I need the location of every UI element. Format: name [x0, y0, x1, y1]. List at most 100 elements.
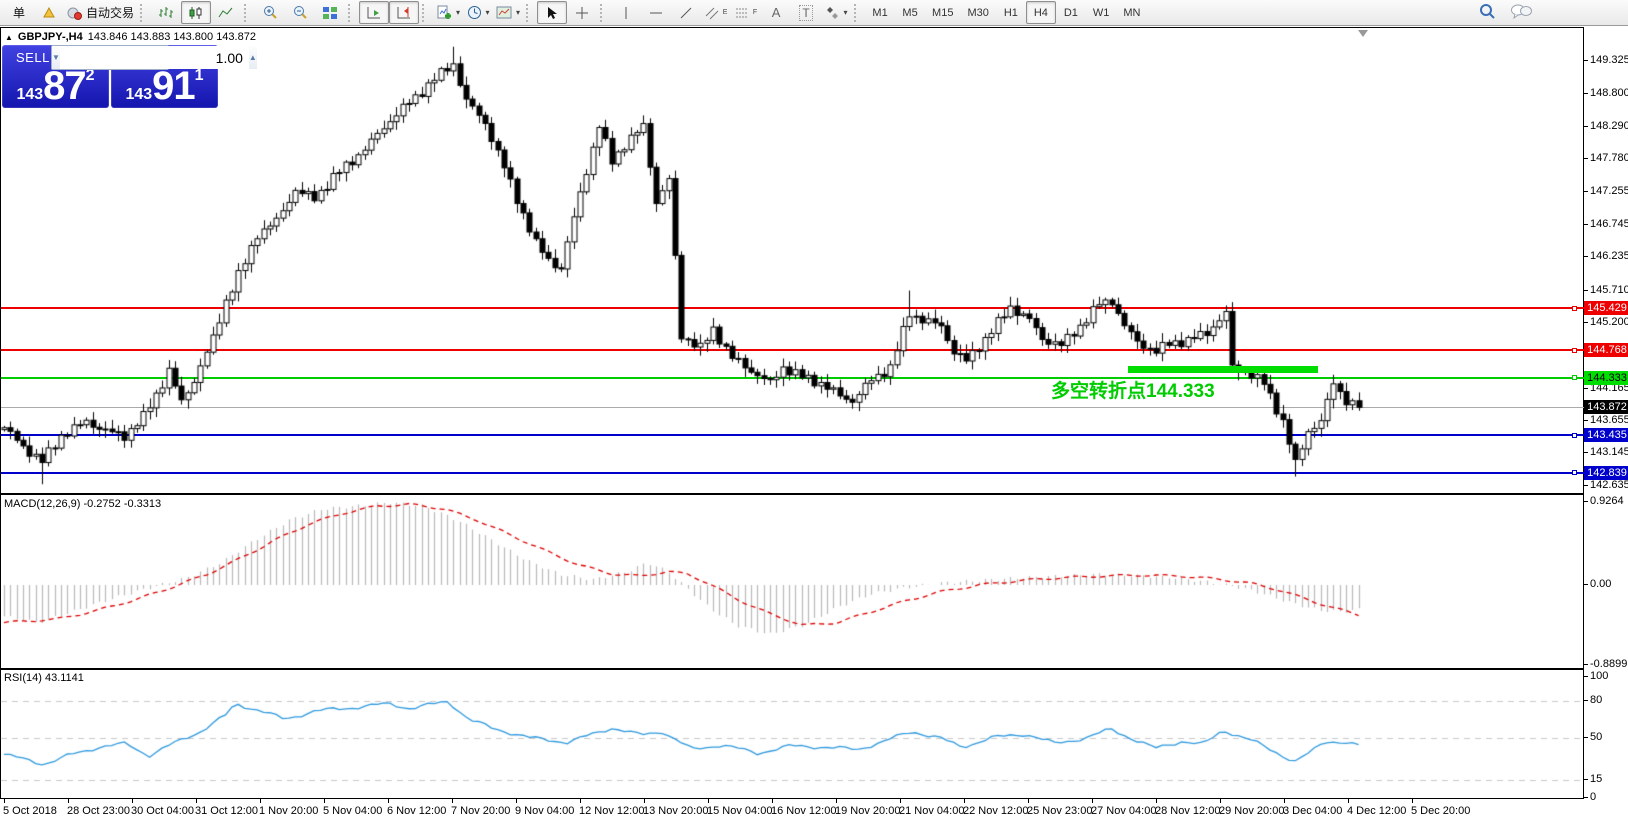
zoom-out-button[interactable]	[285, 1, 315, 24]
chart-shift-button[interactable]	[389, 1, 420, 24]
time-axis-label[interactable]: 28 Oct 23:00	[67, 805, 130, 817]
templates-dropdown-arrow[interactable]: ▾	[516, 8, 521, 17]
time-axis-label[interactable]: 25 Nov 23:00	[1027, 805, 1093, 817]
time-axis-label[interactable]: 9 Nov 04:00	[515, 805, 575, 817]
symbol-collapse-icon[interactable]: ▲	[5, 32, 13, 42]
time-axis-label[interactable]: 30 Oct 04:00	[131, 805, 194, 817]
trendline-icon	[679, 6, 693, 20]
new-order-button[interactable]: 单	[4, 1, 34, 24]
time-axis-label[interactable]: 16 Nov 12:00	[771, 805, 837, 817]
timeframe-button-m30[interactable]: M30	[960, 1, 995, 24]
time-axis-label[interactable]: 3 Dec 04:00	[1283, 805, 1343, 817]
time-axis-label[interactable]: 7 Nov 20:00	[451, 805, 511, 817]
time-axis-label[interactable]: 5 Nov 04:00	[323, 805, 383, 817]
rsi-axis-label: 80	[1583, 694, 1603, 707]
timeframe-group: M1 M5 M15 M30 H1 H4 D1 W1 MN	[865, 1, 1147, 24]
timeframe-label: MN	[1123, 6, 1141, 19]
tile-windows-button[interactable]	[315, 1, 345, 24]
search-icon[interactable]	[1479, 3, 1496, 23]
volume-input[interactable]	[59, 46, 249, 69]
vertical-line-tool-button[interactable]	[611, 1, 641, 24]
time-axis-label[interactable]: 28 Nov 12:00	[1155, 805, 1221, 817]
equidistant-channel-tool-button[interactable]: E	[701, 1, 731, 24]
time-axis-label[interactable]: 13 Nov 20:00	[643, 805, 709, 817]
time-axis-tick	[772, 799, 773, 803]
bar-chart-button[interactable]	[151, 1, 181, 24]
timeframe-button-m1[interactable]: M1	[865, 1, 895, 24]
turning-point-annotation[interactable]: 多空转折点144.333	[1051, 381, 1215, 402]
text-label-tool-button[interactable]: T	[791, 1, 821, 24]
time-axis-label[interactable]: 19 Nov 20:00	[835, 805, 901, 817]
chart-shift-marker[interactable]	[1358, 30, 1368, 37]
price-axis-badge: 142.839	[1584, 465, 1628, 480]
fibonacci-tool-button[interactable]: F	[731, 1, 761, 24]
price-axis-label: 147.780	[1584, 152, 1628, 165]
volume-increase-button[interactable]: ▲	[248, 46, 257, 69]
price-axis-label: 146.745	[1584, 217, 1628, 230]
time-axis-label[interactable]: 29 Nov 20:00	[1219, 805, 1285, 817]
time-axis-tick	[580, 799, 581, 803]
arrows-icon	[825, 6, 840, 20]
templates-button[interactable]: ▾	[493, 1, 523, 24]
timeframe-label: M15	[932, 6, 954, 19]
time-axis-label[interactable]: 6 Nov 12:00	[387, 805, 447, 817]
time-axis-label[interactable]: 4 Dec 12:00	[1347, 805, 1407, 817]
toolbar-right-icons	[1479, 3, 1624, 23]
time-axis-label[interactable]: 5 Dec 20:00	[1411, 805, 1471, 817]
volume-stepper: ▼ ▲	[51, 45, 257, 70]
indicators-button[interactable]: ▾	[433, 1, 463, 24]
timeframe-button-m5[interactable]: M5	[895, 1, 925, 24]
auto-scroll-button[interactable]	[359, 1, 390, 24]
price-chart-canvas[interactable]	[0, 26, 1628, 821]
timeframe-button-w1[interactable]: W1	[1086, 1, 1117, 24]
periods-dropdown-arrow[interactable]: ▾	[485, 8, 490, 17]
green-trend-segment[interactable]	[1128, 365, 1318, 373]
time-axis-label[interactable]: 31 Oct 12:00	[195, 805, 258, 817]
price-axis-label: 148.290	[1584, 119, 1628, 132]
periods-button[interactable]: ▾	[463, 1, 493, 24]
chart-window: ▲ GBPJPY-,H4 143.846 143.883 143.800 143…	[0, 26, 1628, 821]
crosshair-tool-button[interactable]	[567, 1, 597, 24]
line-chart-button[interactable]	[211, 1, 241, 24]
sell-price-big: 87	[43, 64, 86, 108]
price-axis-label: 145.200	[1584, 315, 1628, 328]
buy-price-sup: 1	[194, 67, 204, 84]
zoom-in-button[interactable]	[255, 1, 285, 24]
time-axis-label[interactable]: 15 Nov 04:00	[707, 805, 773, 817]
community-chat-icon[interactable]	[1510, 3, 1532, 22]
bar-chart-icon	[158, 6, 174, 20]
time-axis-label[interactable]: 1 Nov 20:00	[259, 805, 319, 817]
price-axis-badge: 145.429	[1584, 301, 1628, 316]
horizontal-line-tool-button[interactable]	[641, 1, 671, 24]
timeframe-label: M5	[902, 6, 918, 19]
toolbar-gripper	[244, 3, 250, 22]
time-axis-label[interactable]: 27 Nov 04:00	[1091, 805, 1157, 817]
timeframe-button-mn[interactable]: MN	[1116, 1, 1147, 24]
time-axis-label[interactable]: 12 Nov 12:00	[579, 805, 645, 817]
time-axis-label[interactable]: 5 Oct 2018	[3, 805, 57, 817]
time-axis-tick	[516, 799, 517, 803]
templates-icon	[496, 6, 512, 19]
text-tool-icon: A	[771, 5, 781, 20]
volume-decrease-button[interactable]: ▼	[52, 46, 60, 69]
timeframe-label: W1	[1092, 6, 1110, 19]
timeframe-button-h4[interactable]: H4	[1025, 1, 1056, 24]
indicators-dropdown-arrow[interactable]: ▾	[456, 8, 461, 17]
trendline-tool-button[interactable]	[671, 1, 701, 24]
metaeditor-button[interactable]	[34, 1, 64, 24]
timeframe-button-h1[interactable]: H1	[996, 1, 1026, 24]
arrows-dropdown-arrow[interactable]: ▾	[843, 8, 848, 17]
price-axis-label: 142.635	[1584, 478, 1628, 491]
timeframe-button-d1[interactable]: D1	[1056, 1, 1086, 24]
sell-button[interactable]: SELL	[16, 50, 50, 65]
cursor-tool-button[interactable]	[537, 1, 568, 24]
candlestick-chart-button[interactable]	[181, 1, 212, 24]
macd-axis-label: -0.8899	[1583, 657, 1628, 670]
time-axis-label[interactable]: 21 Nov 04:00	[899, 805, 965, 817]
timeframe-button-m15[interactable]: M15	[925, 1, 960, 24]
time-axis-tick	[324, 799, 325, 803]
arrows-tool-button[interactable]: ▾	[821, 1, 851, 24]
time-axis-label[interactable]: 22 Nov 12:00	[963, 805, 1029, 817]
text-tool-button[interactable]: A	[761, 1, 791, 24]
autotrading-button[interactable]: 自动交易	[64, 1, 137, 24]
